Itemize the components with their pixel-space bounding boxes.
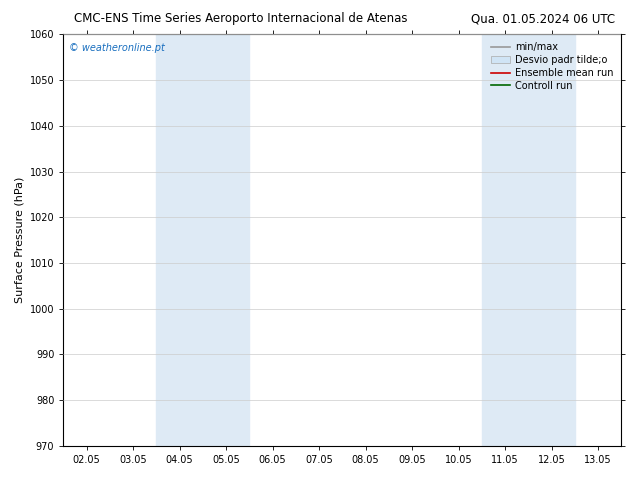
- Bar: [482, 34, 575, 446]
- Legend: min/max, Desvio padr tilde;o, Ensemble mean run, Controll run: min/max, Desvio padr tilde;o, Ensemble m…: [488, 39, 616, 94]
- Y-axis label: Surface Pressure (hPa): Surface Pressure (hPa): [14, 177, 24, 303]
- Text: CMC-ENS Time Series Aeroporto Internacional de Atenas: CMC-ENS Time Series Aeroporto Internacio…: [74, 12, 408, 25]
- Text: © weatheronline.pt: © weatheronline.pt: [69, 43, 165, 52]
- Bar: [157, 34, 249, 446]
- Text: Qua. 01.05.2024 06 UTC: Qua. 01.05.2024 06 UTC: [471, 12, 615, 25]
